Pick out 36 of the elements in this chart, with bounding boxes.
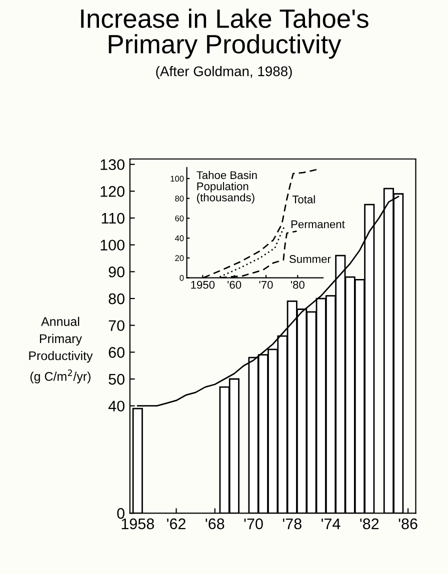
y-tick-label: 40	[174, 235, 184, 242]
y-tick-label: 110	[102, 212, 124, 224]
x-tick-label: '82	[360, 518, 379, 530]
y-tick-label: 40	[108, 400, 124, 412]
x-tick-label: '74	[322, 518, 340, 530]
y-tick-label: 60	[175, 215, 184, 222]
y-tick-label: 90	[108, 266, 124, 278]
y-tick-label: 80	[108, 293, 124, 304]
y-tick-label: 20	[175, 255, 184, 262]
y-tick-label: 100	[100, 240, 124, 251]
x-tick-label: '86	[398, 518, 418, 530]
x-tick-label: '80	[290, 280, 304, 289]
x-tick-label: '60	[228, 280, 242, 289]
x-tick-label: '62	[167, 518, 186, 530]
text: Tahoe Basin Population (thousands)	[196, 170, 257, 204]
x-tick-label: '78	[282, 518, 302, 530]
y-tick-label: 50	[108, 374, 124, 385]
y-tick-label: 0	[117, 508, 124, 519]
x-tick-label: 1958	[122, 518, 154, 530]
chart-subtitle: (After Goldman, 1988)	[156, 66, 292, 79]
y-tick-label: 130	[100, 159, 124, 170]
y-tick-label: 0	[180, 275, 184, 281]
series-label: Summer	[289, 255, 331, 263]
y-axis-title: Annual Primary Productivity (g C/m$^{2}$/yr)	[29, 316, 93, 384]
y-tick-label: 80	[175, 196, 184, 202]
x-tick-label: '70	[244, 518, 263, 530]
y-tick-label: 100	[170, 176, 184, 182]
series-label: Total	[292, 195, 315, 204]
y-tick-label: 70	[108, 320, 124, 332]
x-tick-label: '68	[206, 518, 224, 530]
chart-title: Increase in Lake Tahoe's Primary Productivity	[81, 8, 368, 59]
x-tick-label: 1950	[191, 280, 215, 289]
y-tick-label: 120	[100, 186, 124, 197]
y-tick-label: 60	[108, 347, 124, 358]
x-tick-label: '70	[259, 280, 273, 289]
series-label: Permanent	[291, 220, 345, 228]
